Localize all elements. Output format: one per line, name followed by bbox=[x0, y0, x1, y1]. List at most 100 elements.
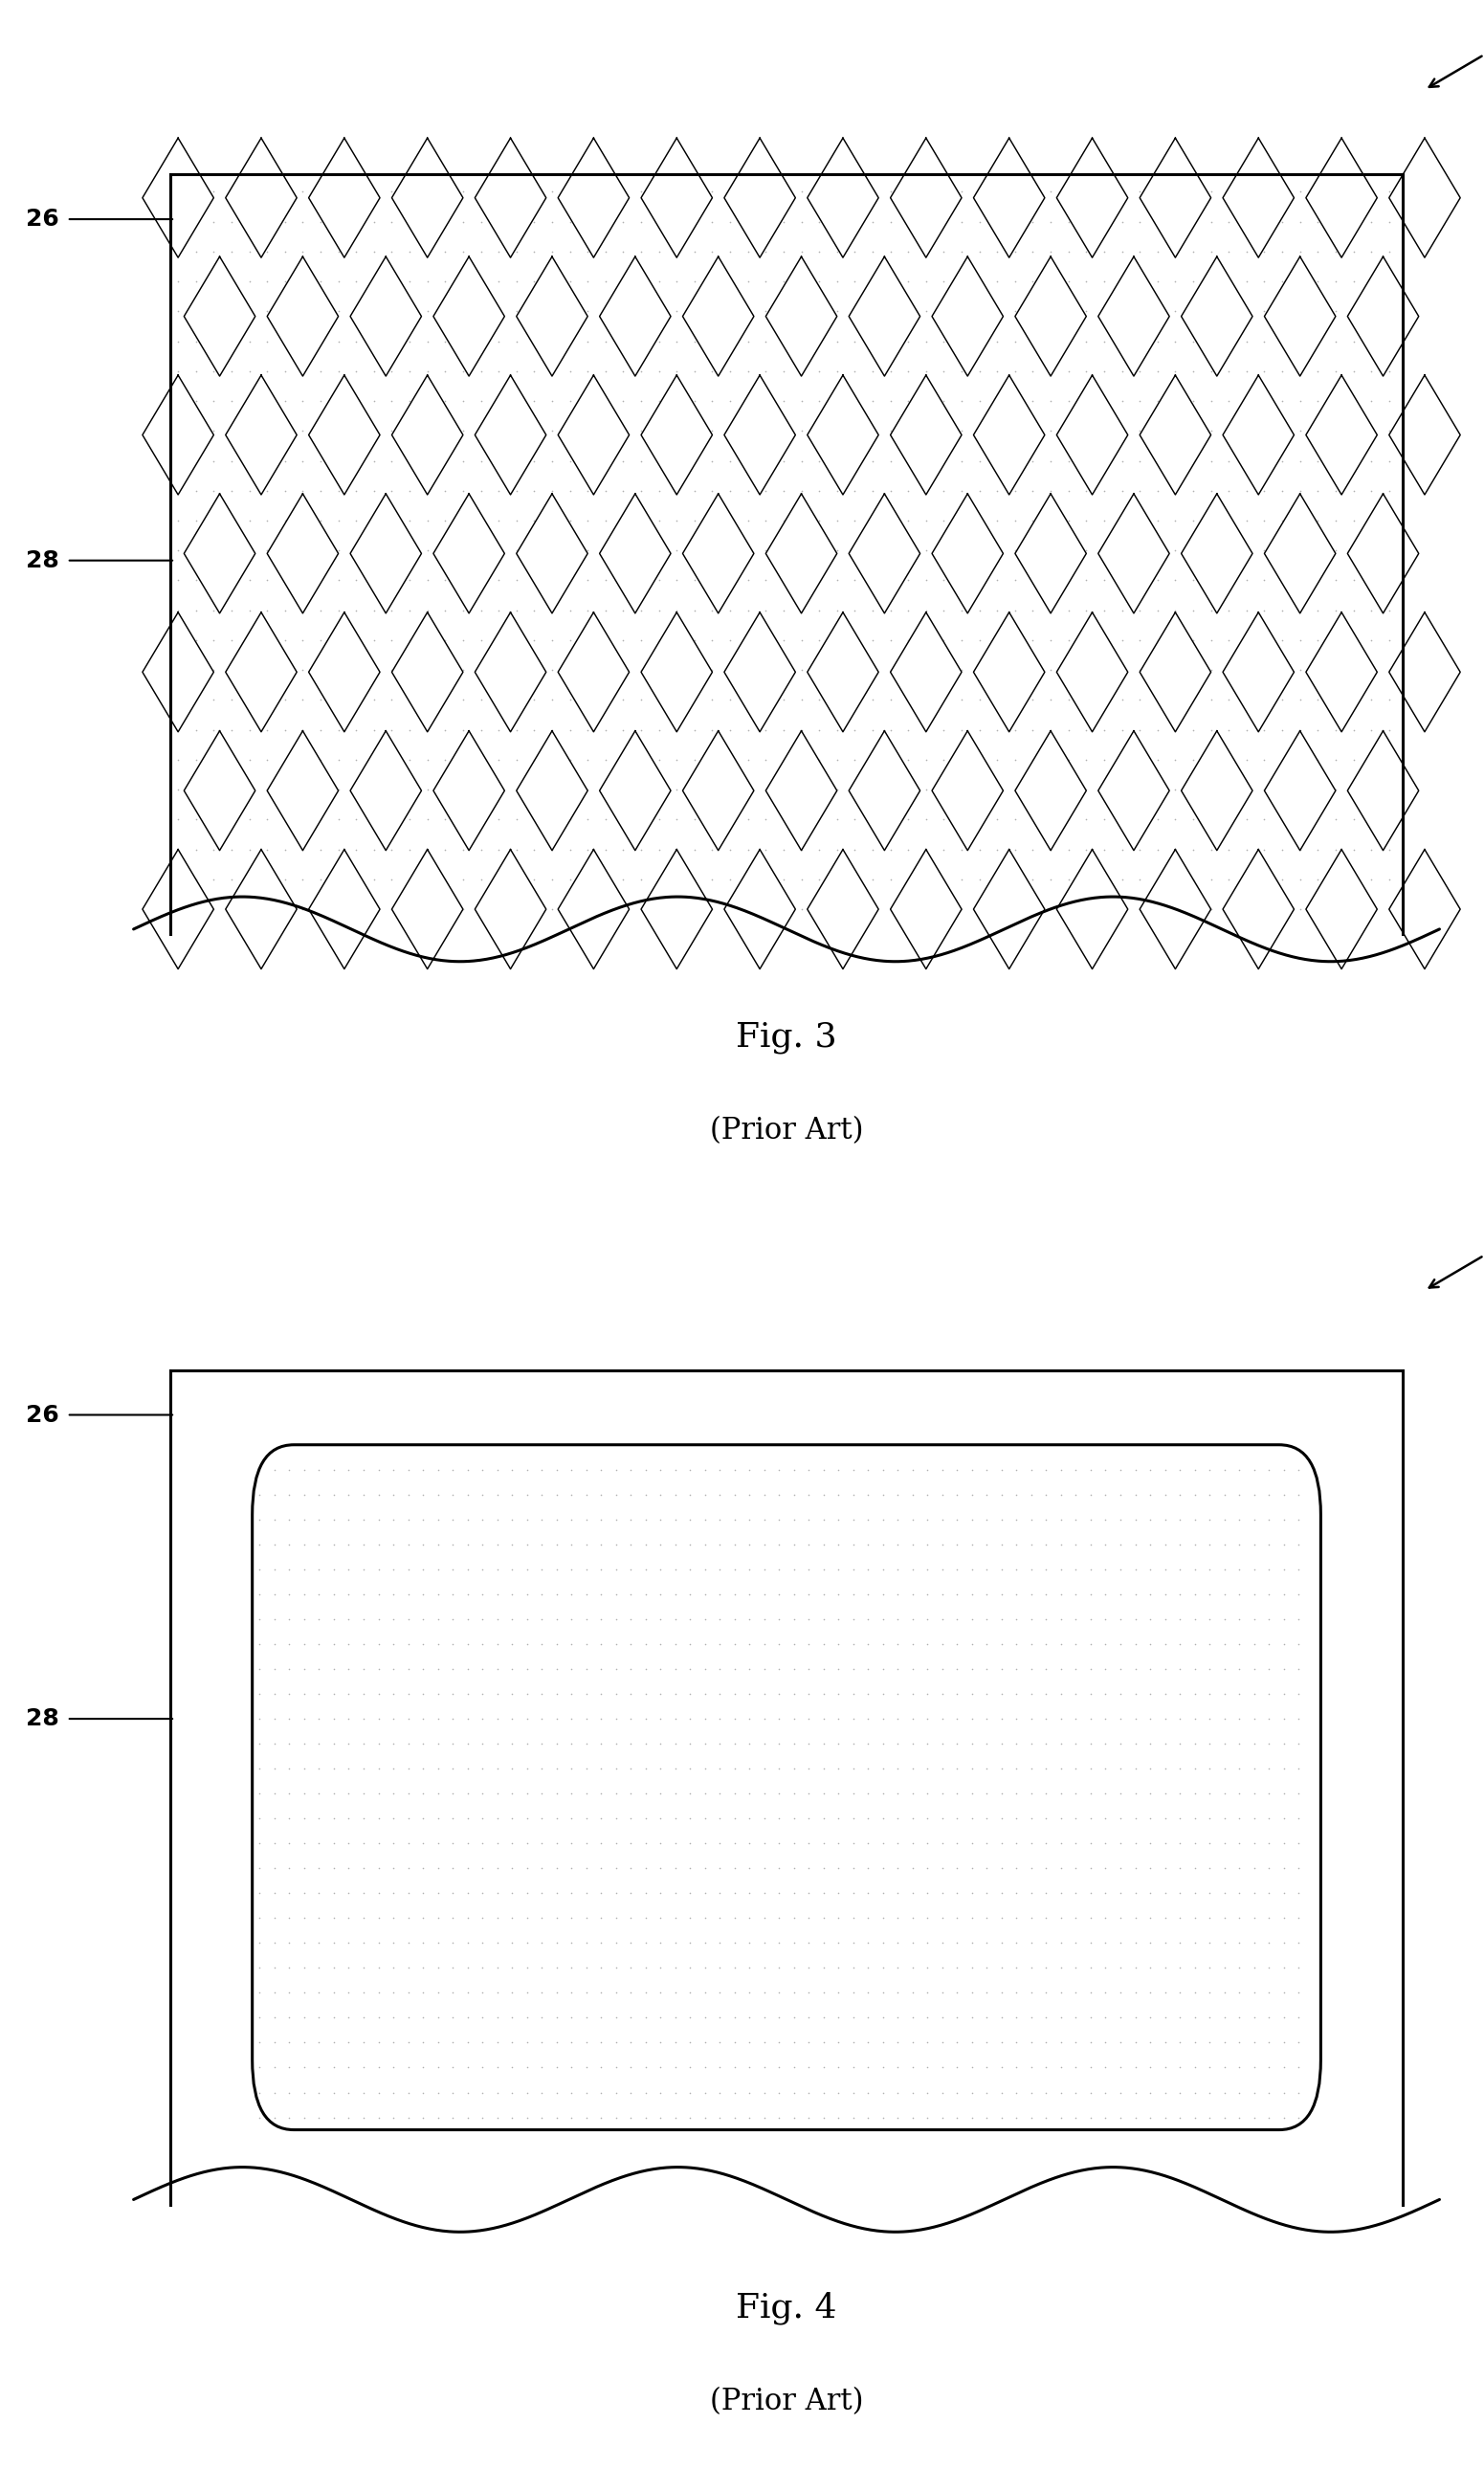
Point bbox=[1270, 859, 1294, 899]
Point bbox=[1227, 1649, 1251, 1689]
Point bbox=[433, 800, 457, 839]
Point bbox=[960, 1799, 984, 1838]
Point bbox=[1020, 1848, 1043, 1888]
Point bbox=[1168, 1624, 1192, 1664]
Point bbox=[1342, 291, 1365, 331]
Point bbox=[574, 1799, 598, 1838]
Point bbox=[1005, 1574, 1028, 1614]
Point bbox=[1109, 1774, 1132, 1813]
Point bbox=[469, 680, 493, 720]
Point bbox=[456, 2097, 479, 2137]
Point bbox=[487, 560, 510, 600]
Point bbox=[273, 740, 297, 780]
Point bbox=[530, 2097, 554, 2137]
Point bbox=[634, 1948, 657, 1988]
Point bbox=[1257, 1724, 1281, 1764]
Point bbox=[841, 1848, 865, 1888]
Point bbox=[767, 1574, 791, 1614]
Point bbox=[255, 710, 279, 750]
Point bbox=[396, 1848, 420, 1888]
Point bbox=[362, 590, 386, 630]
Point bbox=[433, 859, 457, 899]
Point bbox=[960, 1524, 984, 1564]
Point bbox=[871, 1973, 895, 2013]
Point bbox=[1092, 262, 1116, 301]
Point bbox=[772, 830, 795, 869]
Point bbox=[1199, 172, 1223, 212]
Point bbox=[611, 620, 635, 660]
Point bbox=[1272, 1799, 1296, 1838]
Point bbox=[589, 1848, 613, 1888]
Point bbox=[545, 1574, 568, 1614]
Point bbox=[545, 1624, 568, 1664]
Point bbox=[1257, 2097, 1281, 2137]
Point bbox=[807, 590, 831, 630]
Point bbox=[1020, 1524, 1043, 1564]
Point bbox=[166, 740, 190, 780]
Point bbox=[1003, 501, 1027, 541]
Point bbox=[960, 1599, 984, 1639]
Point bbox=[782, 1724, 806, 1764]
Point bbox=[1153, 1450, 1177, 1490]
Point bbox=[1168, 1774, 1192, 1813]
Point bbox=[1242, 1524, 1266, 1564]
Point bbox=[1039, 889, 1063, 929]
Point bbox=[861, 800, 884, 839]
Point bbox=[827, 2023, 850, 2063]
Point bbox=[337, 1724, 361, 1764]
Point bbox=[1057, 620, 1080, 660]
Point bbox=[263, 1450, 286, 1490]
Point bbox=[1049, 1450, 1073, 1490]
Point bbox=[594, 590, 617, 630]
Point bbox=[718, 859, 742, 899]
Point bbox=[886, 1674, 910, 1714]
Point bbox=[1359, 291, 1383, 331]
Point bbox=[1257, 1873, 1281, 1913]
Point bbox=[634, 1524, 657, 1564]
Point bbox=[530, 1524, 554, 1564]
Point bbox=[248, 1948, 272, 1988]
Point bbox=[381, 1450, 405, 1490]
Point bbox=[292, 1774, 316, 1813]
Point bbox=[574, 1524, 598, 1564]
Point bbox=[1199, 770, 1223, 810]
Point bbox=[263, 1923, 286, 1963]
Point bbox=[559, 1948, 583, 1988]
Polygon shape bbox=[932, 730, 1003, 849]
Point bbox=[530, 2048, 554, 2087]
Point bbox=[530, 1574, 554, 1614]
Point bbox=[752, 1649, 776, 1689]
Point bbox=[1198, 1724, 1221, 1764]
Point bbox=[1079, 2048, 1103, 2087]
Point bbox=[1020, 1500, 1043, 1539]
Point bbox=[914, 889, 938, 929]
Point bbox=[398, 531, 421, 570]
Point bbox=[649, 2023, 672, 2063]
Point bbox=[950, 381, 974, 421]
Point bbox=[166, 800, 190, 839]
Point bbox=[856, 1923, 880, 1963]
Point bbox=[1092, 531, 1116, 570]
Point bbox=[248, 1475, 272, 1515]
Point bbox=[522, 590, 546, 630]
Point bbox=[1242, 1973, 1266, 2013]
Point bbox=[396, 1649, 420, 1689]
Point bbox=[1057, 800, 1080, 839]
Point bbox=[772, 859, 795, 899]
Point bbox=[708, 1674, 732, 1714]
Point bbox=[767, 1500, 791, 1539]
Point bbox=[896, 321, 920, 361]
Point bbox=[1270, 501, 1294, 541]
Point bbox=[1123, 1674, 1147, 1714]
Point bbox=[932, 232, 956, 272]
Point bbox=[589, 1799, 613, 1838]
Point bbox=[843, 381, 867, 421]
Point bbox=[309, 232, 332, 272]
Point bbox=[861, 381, 884, 421]
Point bbox=[1094, 1848, 1117, 1888]
Point bbox=[896, 441, 920, 481]
Point bbox=[807, 740, 831, 780]
Point bbox=[985, 471, 1009, 511]
Point bbox=[693, 1450, 717, 1490]
Point bbox=[1324, 471, 1347, 511]
